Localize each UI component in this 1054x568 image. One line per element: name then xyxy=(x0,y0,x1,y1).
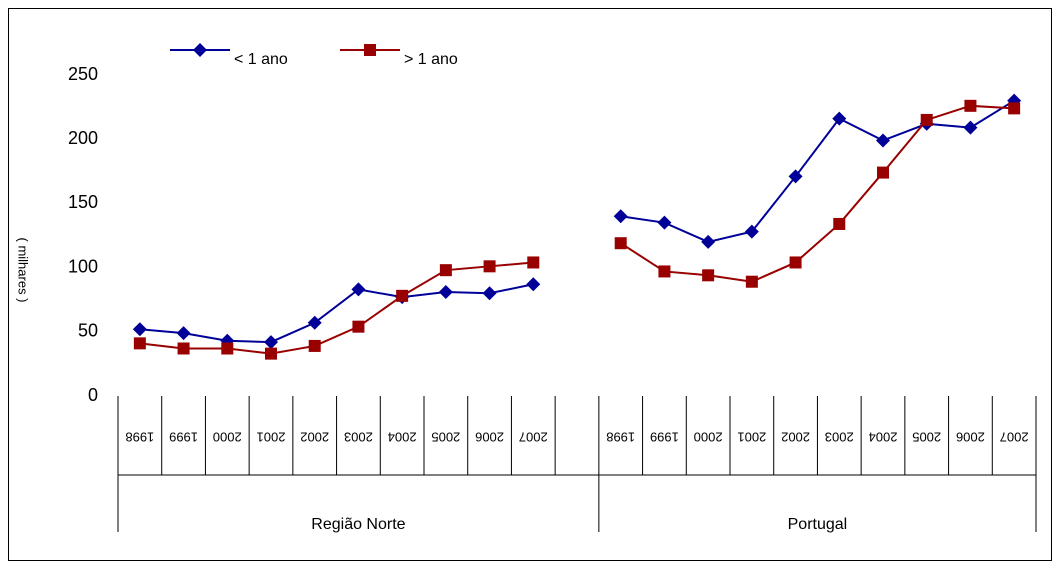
y-tick-label: 100 xyxy=(68,256,98,276)
diamond-marker xyxy=(657,215,672,230)
x-tick-label: 2001 xyxy=(737,430,766,445)
x-tick-label: 2000 xyxy=(213,430,242,445)
square-marker xyxy=(789,256,802,269)
square-marker xyxy=(1008,102,1021,115)
diamond-marker xyxy=(438,284,453,299)
x-tick-label: 2003 xyxy=(825,430,854,445)
x-tick-label: 2005 xyxy=(431,430,460,445)
square-marker xyxy=(221,342,234,355)
legend-marker xyxy=(364,44,376,56)
square-marker xyxy=(833,217,846,230)
x-tick-label: 1999 xyxy=(650,430,679,445)
x-tick-label: 2007 xyxy=(1000,430,1029,445)
y-tick-label: 250 xyxy=(68,64,98,84)
diamond-marker xyxy=(701,234,716,249)
diamond-marker xyxy=(351,282,366,297)
diamond-marker xyxy=(307,315,322,330)
square-marker xyxy=(702,269,715,282)
x-tick-label: 2004 xyxy=(388,430,417,445)
chart-frame xyxy=(8,8,1052,561)
x-tick-label: 1999 xyxy=(169,430,198,445)
x-tick-label: 2007 xyxy=(519,430,548,445)
diamond-marker xyxy=(832,111,847,126)
group-label: Região Norte xyxy=(311,516,405,533)
x-tick-label: 2003 xyxy=(344,430,373,445)
series-line xyxy=(139,104,1015,355)
diamond-marker xyxy=(132,322,147,337)
diamond-marker xyxy=(264,335,278,350)
x-tick-label: 2001 xyxy=(257,430,286,445)
diamond-marker xyxy=(176,326,191,341)
y-tick-label: 0 xyxy=(88,385,98,405)
x-tick-label: 2004 xyxy=(869,430,898,445)
square-marker xyxy=(133,337,146,350)
y-tick-label: 200 xyxy=(68,128,98,148)
x-tick-label: 2000 xyxy=(694,430,723,445)
square-marker xyxy=(527,256,540,269)
square-marker xyxy=(877,166,889,179)
x-tick-label: 2006 xyxy=(956,430,985,445)
square-marker xyxy=(745,275,758,288)
diamond-marker xyxy=(788,169,803,184)
square-marker xyxy=(614,237,627,250)
x-tick-label: 2005 xyxy=(912,430,941,445)
legend-label: < 1 ano xyxy=(234,51,288,68)
group-label: Portugal xyxy=(788,516,848,533)
square-marker xyxy=(920,113,933,126)
diamond-marker xyxy=(963,120,978,135)
square-marker xyxy=(352,320,365,333)
y-axis-label: ( milhares ) xyxy=(16,237,31,302)
series-line xyxy=(139,99,1015,344)
x-tick-label: 2002 xyxy=(300,430,329,445)
y-tick-label: 150 xyxy=(68,192,98,212)
diamond-marker xyxy=(613,209,628,224)
diamond-marker xyxy=(876,133,890,148)
square-marker xyxy=(439,264,452,277)
square-marker xyxy=(396,289,409,302)
x-tick-label: 1998 xyxy=(125,430,154,445)
diamond-marker xyxy=(526,277,541,292)
square-marker xyxy=(265,347,277,360)
square-marker xyxy=(483,260,496,273)
x-tick-label: 1998 xyxy=(606,430,635,445)
y-tick-label: 50 xyxy=(78,321,98,341)
diamond-marker xyxy=(482,286,497,301)
square-marker xyxy=(964,99,977,112)
x-tick-label: 2006 xyxy=(475,430,504,445)
legend-marker xyxy=(193,43,207,57)
square-marker xyxy=(658,265,671,278)
square-marker xyxy=(308,339,321,352)
square-marker xyxy=(177,342,190,355)
legend-label: > 1 ano xyxy=(404,51,458,68)
diamond-marker xyxy=(744,224,759,239)
x-tick-label: 2002 xyxy=(781,430,810,445)
